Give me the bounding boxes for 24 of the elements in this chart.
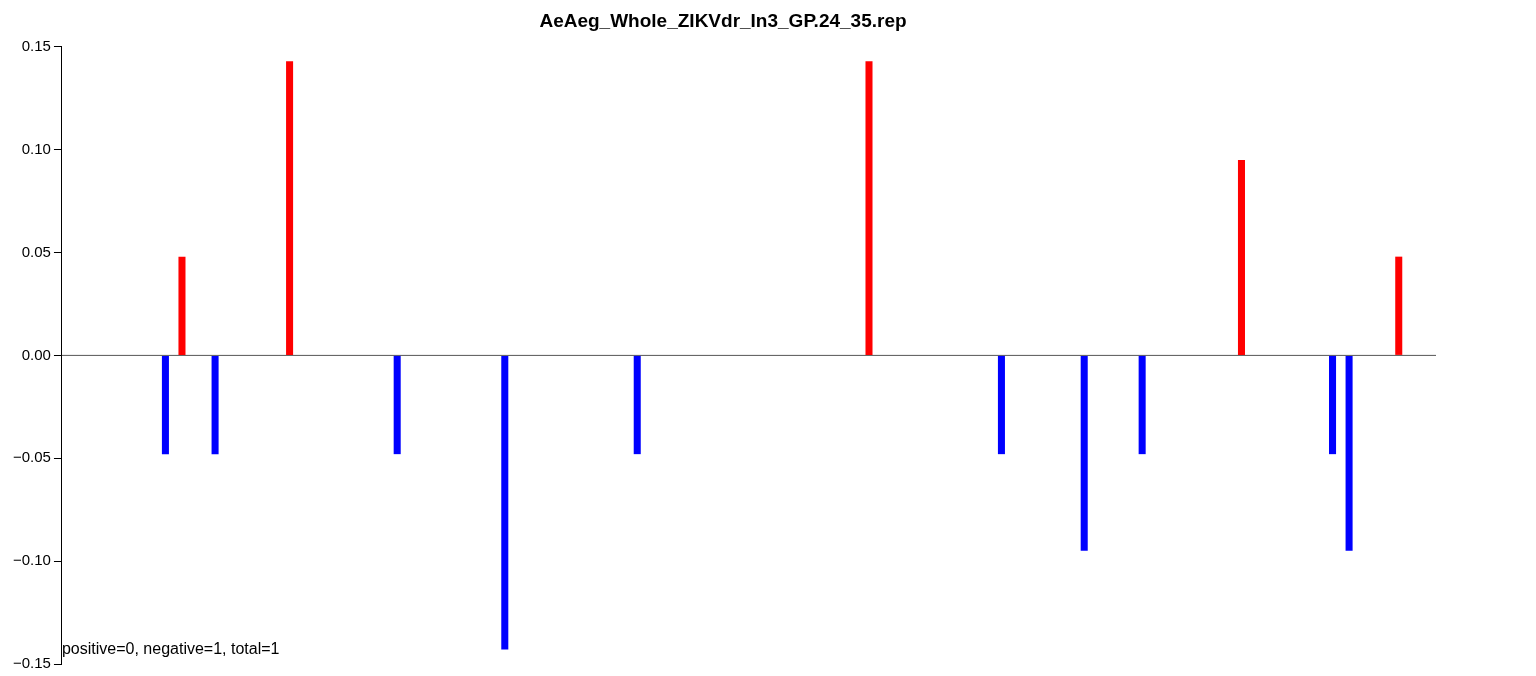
y-tick-label: −0.15 bbox=[12, 654, 51, 672]
bar bbox=[1138, 355, 1146, 455]
y-tick-label: −0.05 bbox=[12, 448, 51, 466]
bar bbox=[211, 355, 219, 455]
y-tick-label: −0.10 bbox=[12, 551, 51, 569]
chart-title: AeAeg_Whole_ZIKVdr_In3_GP.24_35.rep bbox=[539, 9, 907, 31]
bar bbox=[286, 61, 294, 355]
bar bbox=[1329, 355, 1337, 455]
bar bbox=[997, 355, 1005, 455]
y-tick-label: 0.00 bbox=[21, 345, 51, 363]
bar bbox=[501, 355, 509, 650]
bar bbox=[393, 355, 401, 455]
y-tick-label: 0.05 bbox=[21, 242, 51, 260]
bar bbox=[1345, 355, 1353, 551]
annotation: positive=0, negative=1, total=1 bbox=[61, 640, 280, 658]
bar bbox=[1080, 355, 1088, 551]
bar bbox=[633, 355, 641, 455]
bar bbox=[865, 61, 873, 355]
bar bbox=[1237, 159, 1245, 355]
bar bbox=[178, 256, 186, 355]
bar bbox=[1395, 256, 1403, 355]
bar bbox=[161, 355, 169, 455]
y-tick-label: 0.10 bbox=[21, 139, 51, 157]
y-tick-label: 0.15 bbox=[21, 36, 51, 54]
